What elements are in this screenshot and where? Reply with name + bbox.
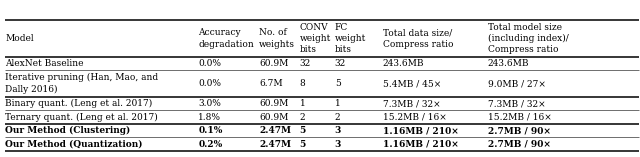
Text: 1.16MB / 210×: 1.16MB / 210×: [383, 140, 458, 149]
Text: 0.2%: 0.2%: [198, 140, 223, 149]
Text: 3: 3: [335, 140, 341, 149]
Text: 60.9M: 60.9M: [259, 99, 289, 108]
Text: 15.2MB / 16×: 15.2MB / 16×: [488, 113, 552, 122]
Text: 0.0%: 0.0%: [198, 79, 221, 88]
Text: 32: 32: [300, 59, 311, 68]
Text: Total model size
(including index)/
Compress ratio: Total model size (including index)/ Comp…: [488, 23, 568, 54]
Text: 1.16MB / 210×: 1.16MB / 210×: [383, 126, 458, 135]
Text: 2: 2: [335, 113, 340, 122]
Text: 0.1%: 0.1%: [198, 126, 223, 135]
Text: 5: 5: [300, 126, 306, 135]
Text: 2.7MB / 90×: 2.7MB / 90×: [488, 126, 550, 135]
Text: No. of
weights: No. of weights: [259, 29, 295, 49]
Text: Our Method (Clustering): Our Method (Clustering): [5, 126, 131, 135]
Text: 5.4MB / 45×: 5.4MB / 45×: [383, 79, 441, 88]
Text: 0.0%: 0.0%: [198, 59, 221, 68]
Text: 3: 3: [335, 126, 341, 135]
Text: Model: Model: [5, 34, 34, 43]
Text: CONV
weight
bits: CONV weight bits: [300, 23, 331, 54]
Text: 7.3MB / 32×: 7.3MB / 32×: [383, 99, 440, 108]
Text: Iterative pruning (Han, Mao, and
Dally 2016): Iterative pruning (Han, Mao, and Dally 2…: [5, 73, 158, 94]
Text: 32: 32: [335, 59, 346, 68]
Text: 2.47M: 2.47M: [259, 126, 291, 135]
Text: 1: 1: [335, 99, 340, 108]
Text: 2.47M: 2.47M: [259, 140, 291, 149]
Text: 3.0%: 3.0%: [198, 99, 221, 108]
Text: Binary quant. (Leng et al. 2017): Binary quant. (Leng et al. 2017): [5, 99, 152, 108]
Text: Ternary quant. (Leng et al. 2017): Ternary quant. (Leng et al. 2017): [5, 113, 158, 122]
Text: 60.9M: 60.9M: [259, 59, 289, 68]
Text: Total data size/
Compress ratio: Total data size/ Compress ratio: [383, 29, 453, 49]
Text: 1: 1: [300, 99, 305, 108]
Text: 9.0MB / 27×: 9.0MB / 27×: [488, 79, 545, 88]
Text: 1.8%: 1.8%: [198, 113, 221, 122]
Text: 243.6MB: 243.6MB: [488, 59, 529, 68]
Text: 2: 2: [300, 113, 305, 122]
Text: 15.2MB / 16×: 15.2MB / 16×: [383, 113, 447, 122]
Text: 5: 5: [335, 79, 340, 88]
Text: FC
weight
bits: FC weight bits: [335, 23, 366, 54]
Text: 60.9M: 60.9M: [259, 113, 289, 122]
Text: Our Method (Quantization): Our Method (Quantization): [5, 140, 143, 149]
Text: 8: 8: [300, 79, 305, 88]
Text: 243.6MB: 243.6MB: [383, 59, 424, 68]
Text: 6.7M: 6.7M: [259, 79, 283, 88]
Text: AlexNet Baseline: AlexNet Baseline: [5, 59, 84, 68]
Text: 7.3MB / 32×: 7.3MB / 32×: [488, 99, 545, 108]
Text: Accuracy
degradation: Accuracy degradation: [198, 29, 254, 49]
Text: 2.7MB / 90×: 2.7MB / 90×: [488, 140, 550, 149]
Text: 5: 5: [300, 140, 306, 149]
